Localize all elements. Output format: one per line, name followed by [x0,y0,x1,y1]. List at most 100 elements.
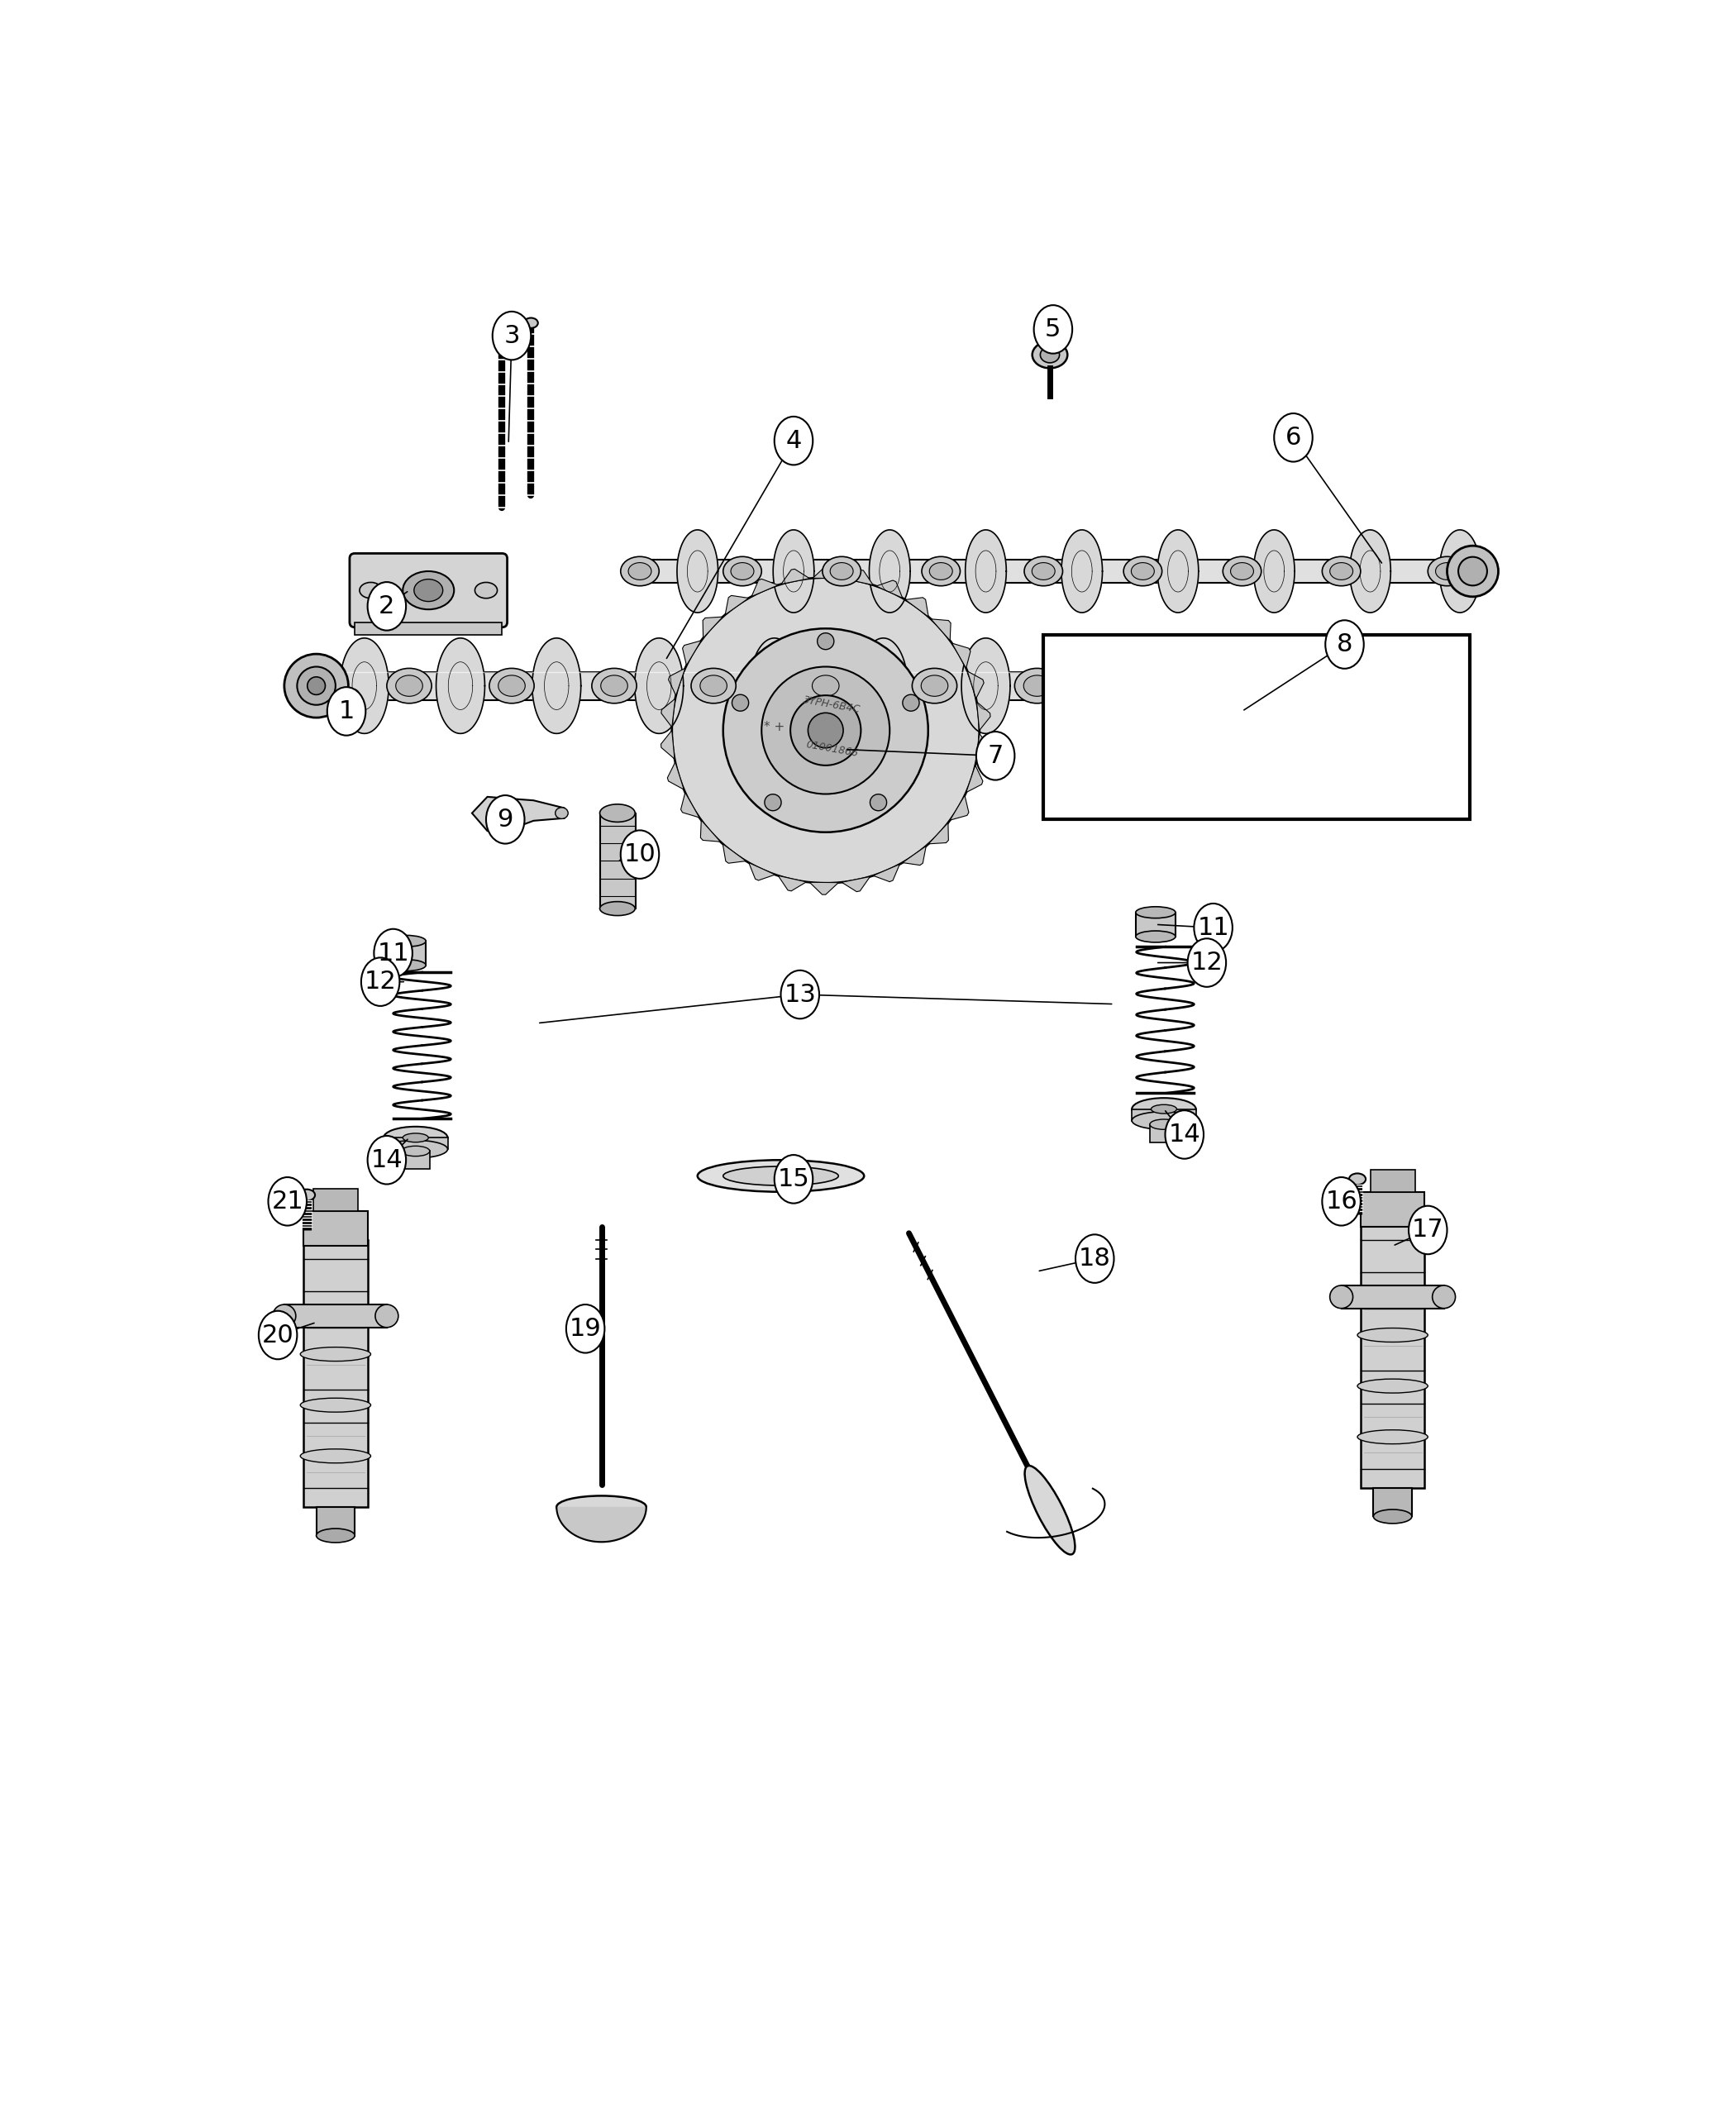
Text: 11: 11 [377,940,410,965]
Bar [1361,1221,1425,1488]
Text: 21: 21 [271,1189,304,1214]
Ellipse shape [300,1347,372,1362]
Polygon shape [668,668,686,696]
Bar [304,1240,368,1507]
Ellipse shape [1118,668,1161,704]
Ellipse shape [672,578,979,883]
Bar [634,561,1479,582]
Polygon shape [1269,639,1318,734]
Ellipse shape [1399,668,1444,704]
Polygon shape [967,670,984,698]
Ellipse shape [601,902,635,915]
Ellipse shape [403,1134,429,1143]
Ellipse shape [823,557,861,586]
Ellipse shape [922,557,960,586]
Ellipse shape [1323,557,1361,586]
Ellipse shape [601,803,635,822]
Bar [1132,1109,1196,1121]
Ellipse shape [368,1136,406,1185]
Polygon shape [681,793,700,818]
Ellipse shape [724,557,762,586]
Bar [385,940,425,965]
Ellipse shape [601,675,628,696]
Ellipse shape [557,1497,646,1518]
Polygon shape [682,641,701,666]
Ellipse shape [1014,668,1059,704]
Ellipse shape [401,1147,431,1155]
Ellipse shape [929,563,953,580]
Ellipse shape [724,628,929,833]
Polygon shape [635,639,684,734]
Ellipse shape [691,668,736,704]
Ellipse shape [1358,1379,1427,1393]
Ellipse shape [1311,715,1318,721]
Text: 6: 6 [1285,426,1302,449]
Ellipse shape [476,582,496,599]
Bar [1361,1191,1425,1227]
Bar [304,1210,368,1246]
Polygon shape [903,845,925,864]
Polygon shape [1158,529,1198,613]
Ellipse shape [762,666,889,795]
Text: 16: 16 [1325,1189,1358,1214]
Ellipse shape [1356,713,1370,723]
Text: 12: 12 [365,970,396,993]
Ellipse shape [733,694,748,710]
Bar [312,1189,358,1210]
Ellipse shape [774,417,812,466]
Text: 4: 4 [786,428,802,453]
Bar [354,622,502,635]
Polygon shape [533,639,582,734]
Polygon shape [667,763,684,790]
Bar [1373,1488,1411,1516]
Ellipse shape [349,689,359,708]
Ellipse shape [302,675,330,696]
Ellipse shape [628,563,651,580]
Ellipse shape [911,668,957,704]
Ellipse shape [1135,906,1175,919]
Ellipse shape [870,795,887,812]
Ellipse shape [592,668,637,704]
Ellipse shape [1274,413,1312,462]
Ellipse shape [307,677,325,696]
Ellipse shape [764,795,781,812]
Ellipse shape [700,675,727,696]
Ellipse shape [1090,778,1125,790]
Ellipse shape [1458,557,1488,586]
Ellipse shape [495,331,509,341]
Ellipse shape [1316,668,1361,704]
Ellipse shape [731,563,753,580]
Polygon shape [1272,702,1364,736]
Polygon shape [661,698,675,727]
Text: 14: 14 [1168,1124,1200,1147]
Ellipse shape [375,1305,398,1328]
Ellipse shape [1194,904,1233,953]
Text: * +: * + [764,721,785,734]
Bar [1043,635,1469,820]
Text: 19: 19 [569,1318,601,1341]
Bar [1135,913,1175,936]
Polygon shape [904,597,929,618]
Polygon shape [1253,529,1295,613]
Text: 14: 14 [372,1149,403,1172]
Ellipse shape [300,1448,372,1463]
Ellipse shape [566,1305,604,1353]
Ellipse shape [1040,348,1059,363]
Ellipse shape [373,930,413,978]
Ellipse shape [1358,1328,1427,1343]
Ellipse shape [1035,306,1073,354]
Polygon shape [750,639,799,734]
Ellipse shape [1323,1176,1361,1225]
Ellipse shape [812,675,838,696]
Ellipse shape [1349,1174,1366,1185]
Polygon shape [845,569,873,586]
Polygon shape [703,618,722,639]
Text: 11: 11 [1198,915,1229,940]
Text: 17: 17 [1411,1218,1444,1242]
Polygon shape [929,822,948,843]
Bar [778,1164,785,1187]
Ellipse shape [524,318,538,329]
Ellipse shape [556,807,568,818]
Ellipse shape [1330,1286,1352,1309]
Ellipse shape [976,731,1014,780]
